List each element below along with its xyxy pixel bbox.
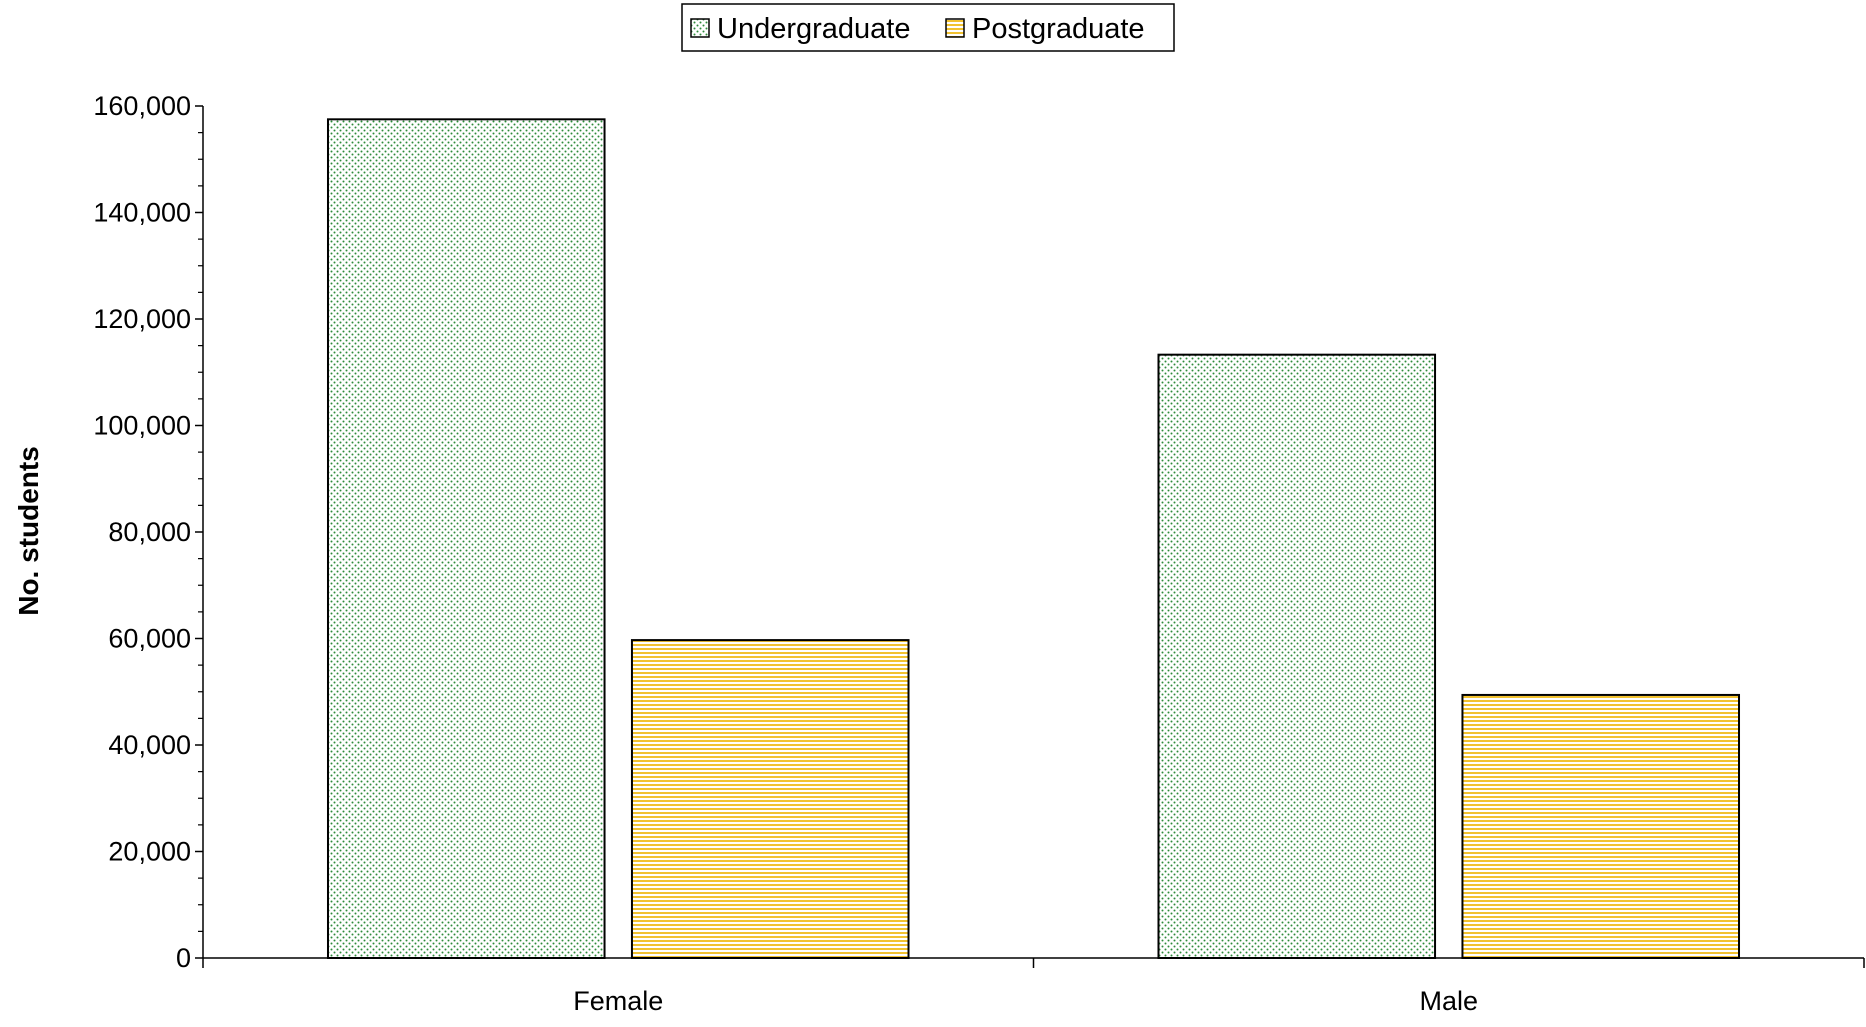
y-tick-label: 20,000 <box>108 837 191 867</box>
legend-swatch-postgraduate <box>945 18 965 38</box>
legend: Undergraduate Postgraduate <box>681 3 1175 52</box>
bar-postgraduate-female <box>630 639 910 959</box>
y-tick-label: 120,000 <box>93 304 191 334</box>
y-tick-label: 60,000 <box>108 624 191 654</box>
legend-item-undergraduate: Undergraduate <box>690 13 910 45</box>
x-axis-ticks <box>202 958 1865 968</box>
y-axis-ticks: 0 20,000 40,000 60,000 80,000 100,000 120,000 1… <box>93 91 203 973</box>
y-tick-label: 140,000 <box>93 198 191 228</box>
legend-box <box>681 3 1175 52</box>
x-category-label: Male <box>1419 986 1478 1016</box>
bars <box>326 118 1741 959</box>
legend-label-postgraduate: Postgraduate <box>972 13 1145 45</box>
x-category-label: Female <box>573 986 663 1016</box>
bar-postgraduate-male <box>1461 693 1741 959</box>
legend-swatch-undergraduate <box>690 18 710 38</box>
y-tick-label: 100,000 <box>93 411 191 441</box>
y-tick-label: 40,000 <box>108 730 191 760</box>
legend-label-undergraduate: Undergraduate <box>717 13 910 45</box>
bar-undergraduate-female <box>326 118 606 959</box>
x-axis-labels: Female Male <box>573 986 1478 1016</box>
y-axis-title: No. students <box>13 446 44 616</box>
bar-undergraduate-male <box>1157 353 1437 959</box>
y-tick-label: 160,000 <box>93 91 191 121</box>
y-tick-label: 80,000 <box>108 517 191 547</box>
y-tick-label: 0 <box>176 943 191 973</box>
legend-item-postgraduate: Postgraduate <box>945 13 1145 45</box>
